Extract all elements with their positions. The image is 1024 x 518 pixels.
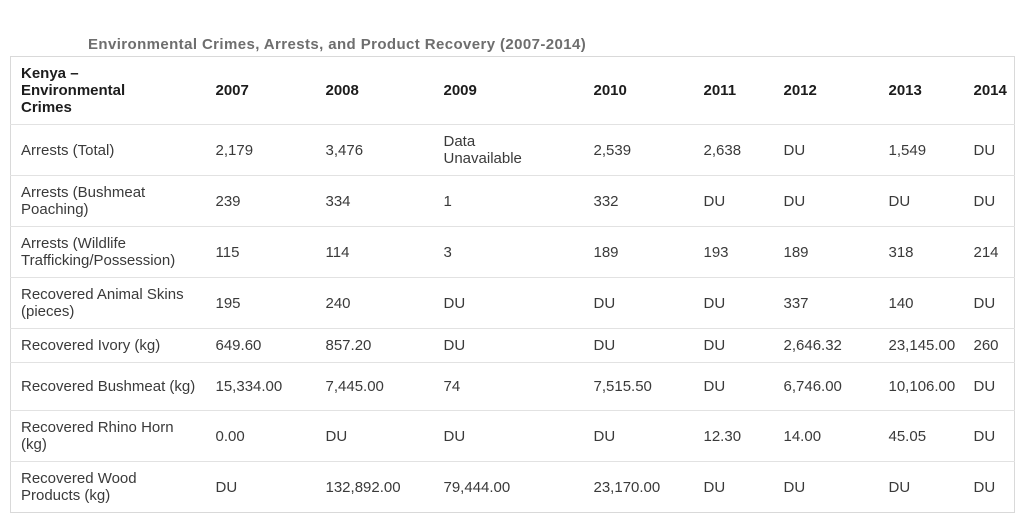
year-column-header: 2010 xyxy=(593,82,627,99)
value-cell: 3 xyxy=(433,226,584,278)
table-row: Arrests (Total) 2,179 3,476 Data Unavailabl… xyxy=(10,124,1015,176)
value-cell: 318 xyxy=(878,226,964,278)
year-column-header: 2013 xyxy=(888,82,922,99)
value-cell: DU xyxy=(963,362,1015,411)
year-column-header: 2012 xyxy=(783,82,817,99)
value-cell: 14.00 xyxy=(773,410,879,462)
value-cell: DU xyxy=(963,124,1015,176)
value-cell: 1,549 xyxy=(878,124,964,176)
value-cell: DU xyxy=(693,362,774,411)
value-cell: 74 xyxy=(433,362,584,411)
page-title: Environmental Crimes, Arrests, and Produ… xyxy=(88,36,587,53)
value-cell: 2,539 xyxy=(583,124,694,176)
value-cell: 214 xyxy=(963,226,1015,278)
year-column-header: 2008 xyxy=(325,82,359,99)
value-cell: DU xyxy=(693,175,774,227)
row-label: Arrests (Wildlife Trafficking/Possession… xyxy=(10,226,206,278)
value-cell: 189 xyxy=(583,226,694,278)
year-column-header: 2009 xyxy=(443,82,477,99)
value-cell: 2,179 xyxy=(205,124,316,176)
value-cell: 195 xyxy=(205,277,316,329)
value-cell: 10,106.00 xyxy=(878,362,964,411)
year-column-header: 2011 xyxy=(703,82,737,99)
row-label: Recovered Bushmeat (kg) xyxy=(10,362,206,411)
value-cell: DU xyxy=(433,277,584,329)
table-header-row: Kenya – Environmental Crimes 2007 2008 2009… xyxy=(11,57,1015,125)
value-cell: 115 xyxy=(205,226,316,278)
value-cell: DU xyxy=(205,461,316,513)
value-cell: 23,170.00 xyxy=(583,461,694,513)
value-cell: 132,892.00 xyxy=(315,461,434,513)
value-cell: 1 xyxy=(433,175,584,227)
row-label: Recovered Rhino Horn (kg) xyxy=(10,410,206,462)
year-column-header: 2007 xyxy=(215,82,249,99)
value-cell: 23,145.00 xyxy=(878,328,964,363)
value-cell: 3,476 xyxy=(315,124,434,176)
value-cell: 2,646.32 xyxy=(773,328,879,363)
value-cell: 7,445.00 xyxy=(315,362,434,411)
value-cell: 12.30 xyxy=(693,410,774,462)
value-cell: DU xyxy=(693,328,774,363)
value-cell: DU xyxy=(693,461,774,513)
value-cell: DU xyxy=(773,175,879,227)
table-row: Recovered Animal Skins (pieces) 195 240 DU D… xyxy=(10,277,1015,329)
value-cell: 114 xyxy=(315,226,434,278)
value-cell: DU xyxy=(583,328,694,363)
value-cell: 857.20 xyxy=(315,328,434,363)
value-cell: 337 xyxy=(773,277,879,329)
value-cell: DU xyxy=(583,277,694,329)
value-cell: DU xyxy=(963,277,1015,329)
value-cell: 240 xyxy=(315,277,434,329)
value-cell: 6,746.00 xyxy=(773,362,879,411)
table-row: Recovered Ivory (kg) 649.60 857.20 DU DU DU 2,… xyxy=(10,328,1015,363)
value-cell: 15,334.00 xyxy=(205,362,316,411)
value-cell: 193 xyxy=(693,226,774,278)
value-cell: 260 xyxy=(963,328,1015,363)
value-cell: Data Unavailable xyxy=(433,124,584,176)
value-cell: 332 xyxy=(583,175,694,227)
table-row: Arrests (Wildlife Trafficking/Possession… xyxy=(10,226,1015,278)
table-row: Recovered Wood Products (kg) DU 132,892.00… xyxy=(10,461,1015,513)
table-row: Recovered Bushmeat (kg) 15,334.00 7,445.00… xyxy=(10,362,1015,411)
value-cell: DU xyxy=(963,175,1015,227)
row-label: Arrests (Bushmeat Poaching) xyxy=(10,175,206,227)
row-label: Recovered Animal Skins (pieces) xyxy=(10,277,206,329)
table-row: Recovered Rhino Horn (kg) 0.00 DU DU DU 12.30… xyxy=(10,410,1015,462)
value-cell: 0.00 xyxy=(205,410,316,462)
corner-header: Kenya – Environmental Crimes xyxy=(21,65,126,116)
value-cell: 649.60 xyxy=(205,328,316,363)
value-cell: DU xyxy=(773,124,879,176)
value-cell: DU xyxy=(963,461,1015,513)
value-cell: 140 xyxy=(878,277,964,329)
value-cell: 45.05 xyxy=(878,410,964,462)
value-cell: DU xyxy=(433,410,584,462)
value-cell: DU xyxy=(693,277,774,329)
value-cell: DU xyxy=(878,175,964,227)
value-cell: 239 xyxy=(205,175,316,227)
value-cell: 79,444.00 xyxy=(433,461,584,513)
value-cell: 7,515.50 xyxy=(583,362,694,411)
value-cell: DU xyxy=(315,410,434,462)
row-label: Arrests (Total) xyxy=(10,124,206,176)
value-cell: 189 xyxy=(773,226,879,278)
table-row: Arrests (Bushmeat Poaching) 239 334 1 332 DU D… xyxy=(10,175,1015,227)
value-cell: DU xyxy=(963,410,1015,462)
row-label: Recovered Ivory (kg) xyxy=(10,328,206,363)
environmental-crimes-table: Kenya – Environmental Crimes 2007 2008 2009… xyxy=(10,56,1015,513)
value-cell: DU xyxy=(878,461,964,513)
value-cell: DU xyxy=(583,410,694,462)
row-label: Recovered Wood Products (kg) xyxy=(10,461,206,513)
value-cell: DU xyxy=(773,461,879,513)
year-column-header: 2014 xyxy=(973,82,1007,99)
value-cell: 2,638 xyxy=(693,124,774,176)
value-cell: DU xyxy=(433,328,584,363)
value-cell: 334 xyxy=(315,175,434,227)
